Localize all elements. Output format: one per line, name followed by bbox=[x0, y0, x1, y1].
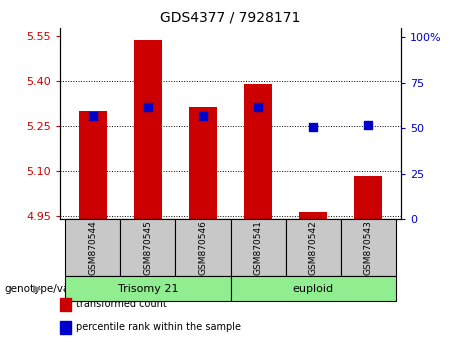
Text: GSM870545: GSM870545 bbox=[143, 220, 153, 275]
Bar bbox=[355, 176, 382, 219]
Point bbox=[309, 124, 317, 130]
Text: transformed count: transformed count bbox=[76, 299, 167, 309]
Text: genotype/variation: genotype/variation bbox=[5, 284, 104, 293]
Text: GSM870542: GSM870542 bbox=[308, 221, 318, 275]
Point bbox=[144, 104, 152, 109]
Text: GSM870543: GSM870543 bbox=[364, 220, 372, 275]
Bar bbox=[79, 111, 106, 219]
Text: Trisomy 21: Trisomy 21 bbox=[118, 284, 178, 293]
Point bbox=[89, 113, 97, 119]
Bar bbox=[134, 40, 162, 219]
Text: ▶: ▶ bbox=[33, 284, 41, 293]
Bar bbox=[189, 107, 217, 219]
Text: euploid: euploid bbox=[292, 284, 334, 293]
Text: GSM870541: GSM870541 bbox=[254, 220, 262, 275]
Text: GSM870546: GSM870546 bbox=[199, 220, 207, 275]
Bar bbox=[299, 212, 327, 219]
Point bbox=[364, 122, 372, 128]
Text: percentile rank within the sample: percentile rank within the sample bbox=[76, 322, 241, 332]
Point bbox=[199, 113, 207, 119]
Title: GDS4377 / 7928171: GDS4377 / 7928171 bbox=[160, 10, 301, 24]
Text: GSM870544: GSM870544 bbox=[89, 221, 97, 275]
Bar bbox=[244, 84, 272, 219]
Point bbox=[254, 104, 262, 109]
